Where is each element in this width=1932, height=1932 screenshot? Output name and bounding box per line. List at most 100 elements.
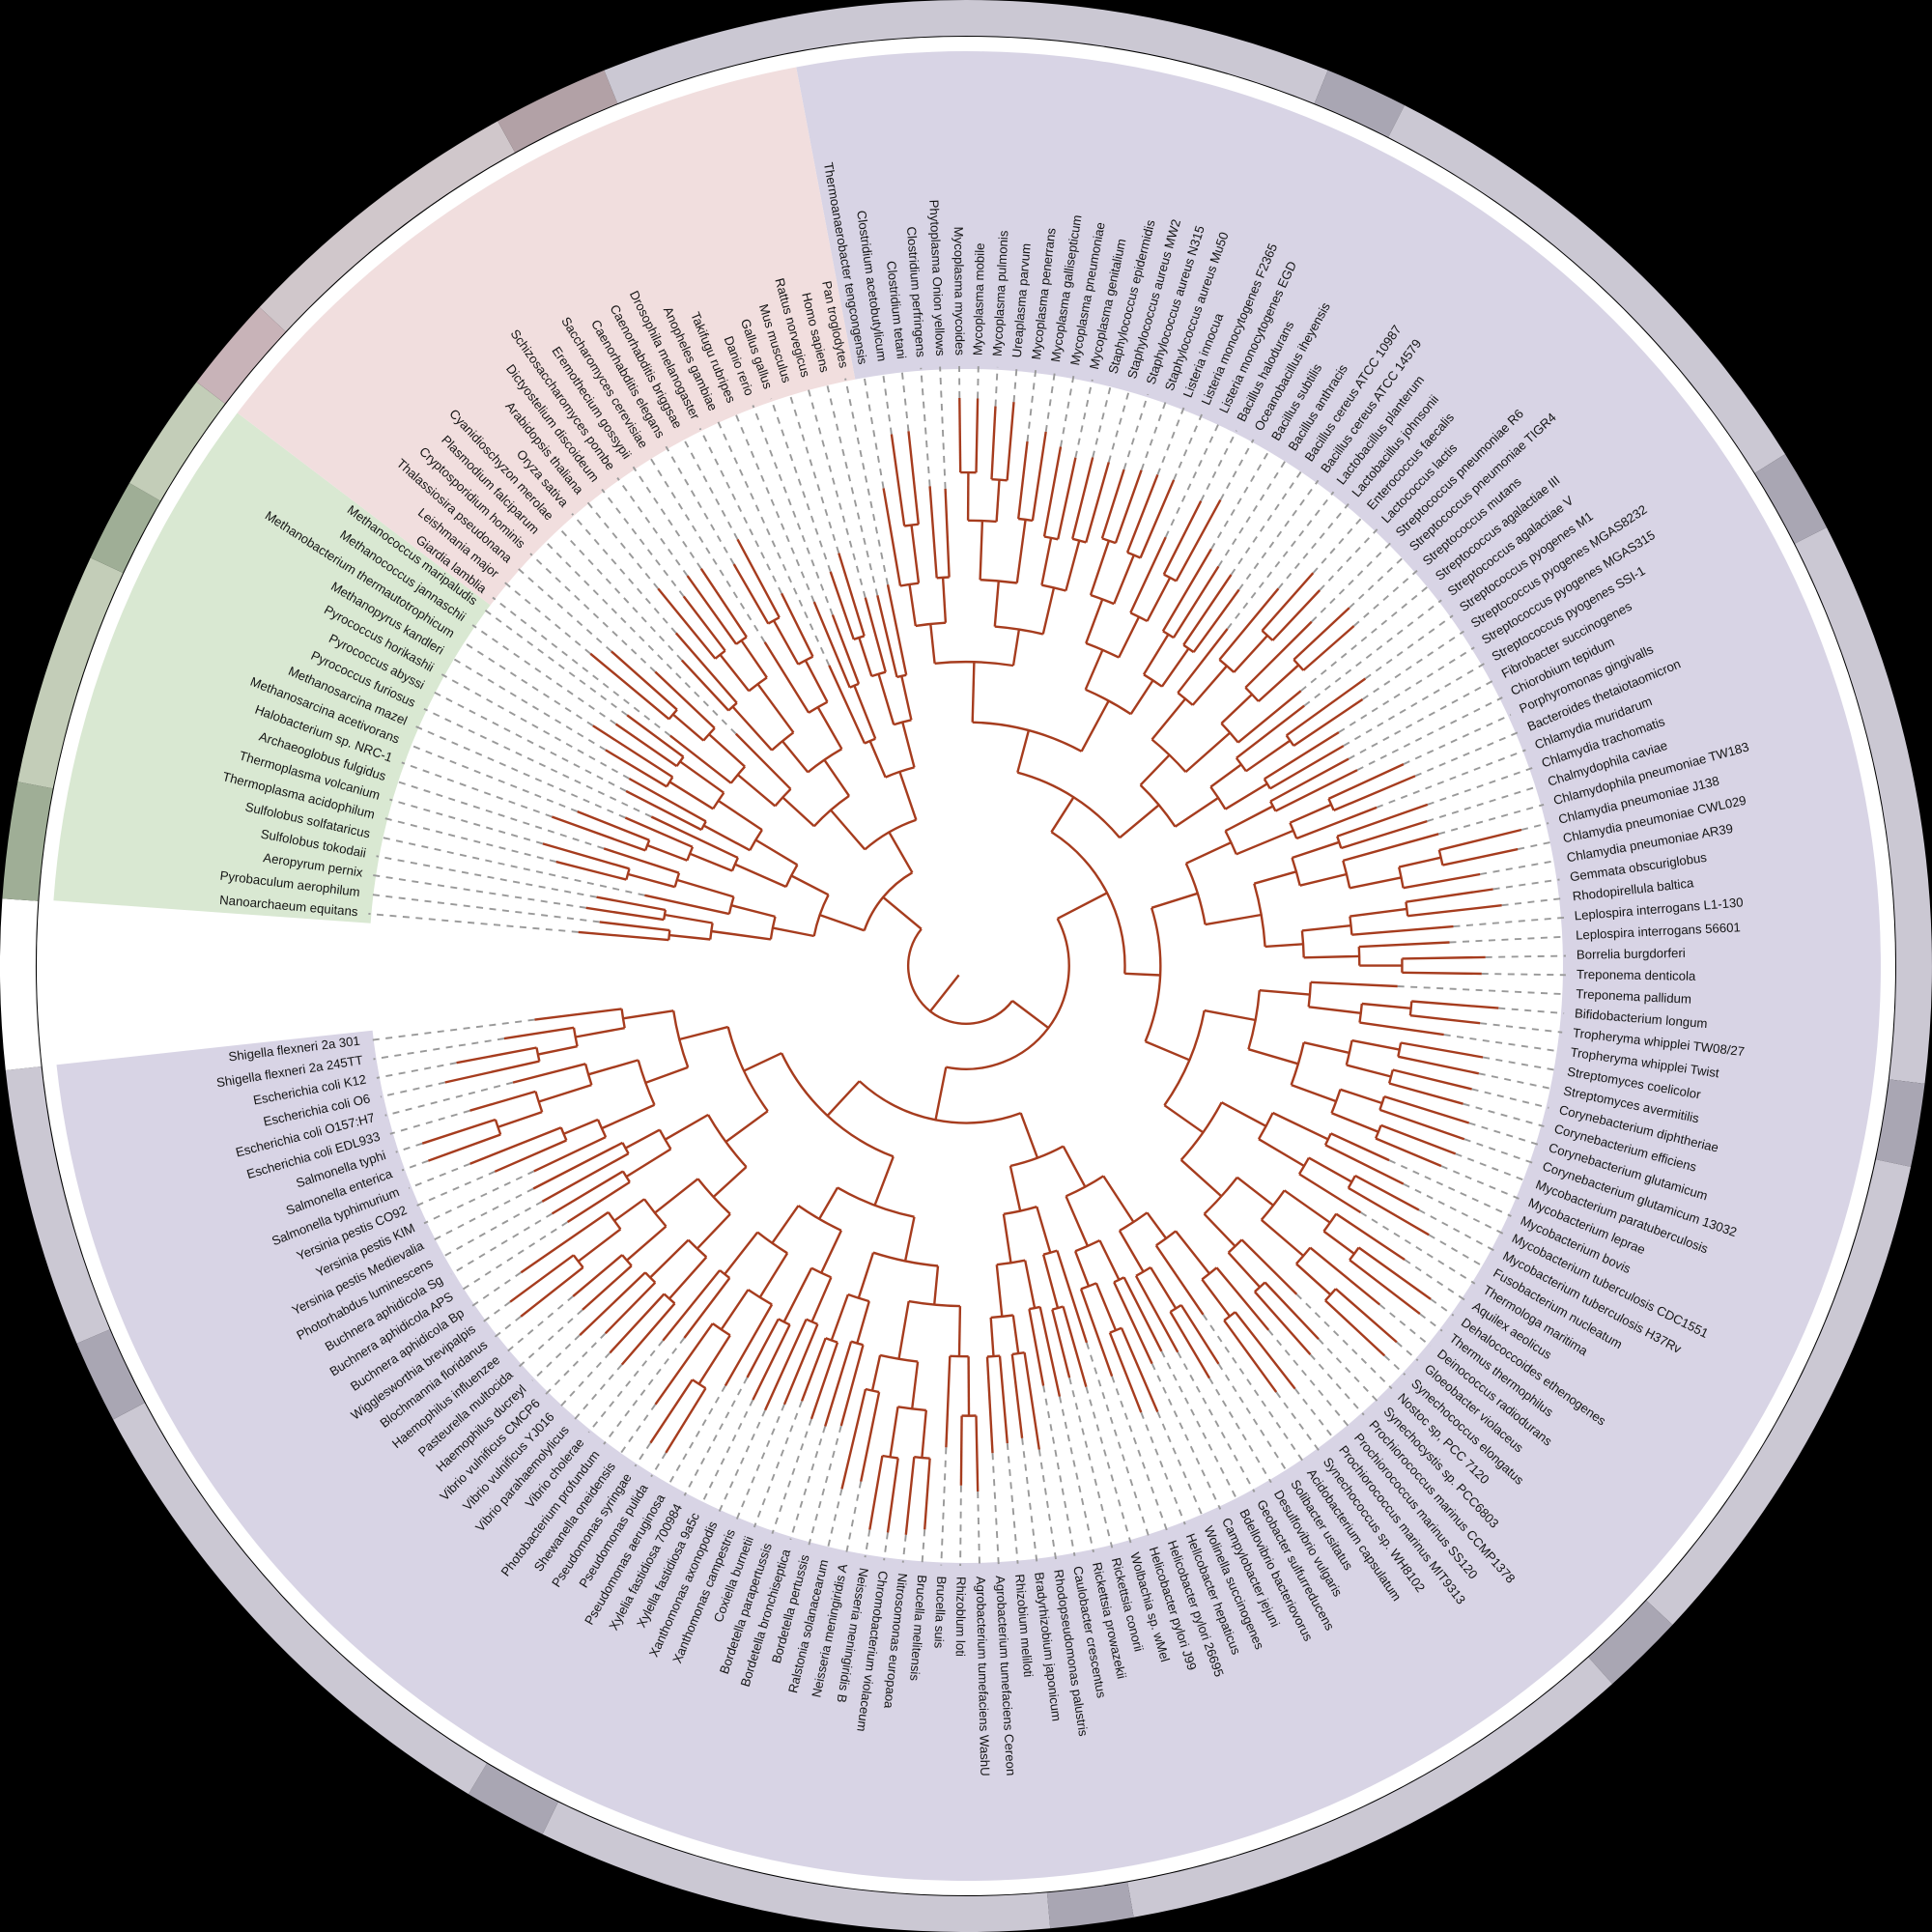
- branch: [1118, 1230, 1145, 1273]
- leaf-connector: [1164, 421, 1221, 538]
- branch: [1375, 1137, 1442, 1168]
- branch: [699, 568, 748, 639]
- branch: [941, 577, 948, 623]
- branch: [1079, 1288, 1114, 1378]
- branch: [730, 904, 776, 919]
- branch: [772, 619, 800, 666]
- leaf-connector: [1518, 840, 1553, 851]
- leaf-connector: [1383, 1354, 1406, 1376]
- leaf-connector: [1397, 985, 1566, 996]
- branch: [818, 1186, 839, 1220]
- branch: [830, 1293, 850, 1341]
- branch: [644, 894, 730, 916]
- branch: [754, 838, 799, 867]
- leaf-connector: [920, 367, 931, 487]
- branch: [1361, 1002, 1411, 1009]
- branch: [1409, 1014, 1481, 1025]
- leaf-connectors: [368, 365, 1566, 1567]
- leaf-connector: [807, 386, 867, 598]
- leaf-connector: [1042, 1385, 1076, 1556]
- leaf-connector: [1481, 973, 1566, 977]
- branch: [914, 1456, 930, 1460]
- ring-segment: [1876, 1079, 1925, 1167]
- leaf-connector: [376, 1062, 457, 1079]
- branch: [1342, 860, 1351, 889]
- leaf-connector: [634, 1442, 652, 1467]
- branch: [897, 1300, 910, 1359]
- branch: [1335, 1288, 1398, 1344]
- branch: [1125, 473, 1159, 554]
- branch: [1248, 1048, 1299, 1065]
- ring-segment: [76, 1329, 145, 1420]
- branch: [663, 909, 668, 921]
- branch: [886, 1458, 899, 1533]
- branch: [1108, 1332, 1143, 1413]
- branch: [1205, 913, 1262, 926]
- branch: [826, 1080, 861, 1117]
- domain-sector-bacteria: [56, 51, 1881, 1882]
- branch: [831, 614, 861, 685]
- branch: [541, 1152, 630, 1203]
- branch: [494, 1139, 567, 1173]
- branch: [707, 1114, 748, 1168]
- branch: [1122, 1276, 1163, 1352]
- branch: [1310, 980, 1398, 988]
- branch: [625, 1148, 672, 1179]
- branch: [1085, 598, 1104, 644]
- branch: [804, 660, 829, 703]
- branch: [778, 1318, 791, 1326]
- branch: [622, 1009, 674, 1020]
- branch: [1407, 904, 1502, 918]
- leaf-connector: [1044, 372, 1056, 433]
- branch: [734, 732, 792, 790]
- branch: [1342, 833, 1439, 863]
- leaf-connector: [1485, 954, 1566, 958]
- branch: [717, 799, 763, 832]
- branch: [1349, 916, 1353, 935]
- leaf-connector: [1414, 731, 1520, 778]
- branch: [1160, 647, 1190, 688]
- species-label: Mycoplasma mobile: [970, 242, 986, 355]
- branch: [828, 665, 867, 744]
- leaf-connector: [788, 392, 840, 554]
- branch: [1085, 462, 1110, 543]
- branch: [1351, 924, 1454, 936]
- leaf-connector: [1338, 646, 1475, 733]
- branch: [1017, 440, 1029, 520]
- branch: [903, 1216, 916, 1262]
- branch: [1174, 796, 1219, 828]
- leaf-connector: [1437, 803, 1545, 836]
- branch: [998, 1355, 1009, 1444]
- branch: [1283, 1189, 1331, 1224]
- leaf-connector: [900, 369, 910, 432]
- branch: [654, 1322, 714, 1406]
- branch: [1379, 1108, 1465, 1141]
- branch: [1209, 763, 1242, 788]
- branch: [1301, 923, 1351, 932]
- ring-segment: [5, 1066, 110, 1344]
- leaf-connector: [734, 412, 815, 603]
- leaf-connector: [1480, 1022, 1563, 1034]
- branch: [946, 918, 1070, 1070]
- branch: [858, 637, 873, 677]
- branch: [1071, 457, 1094, 540]
- leaf-connector: [698, 427, 782, 594]
- leaf-connector: [545, 1332, 607, 1395]
- leaf-connector: [1360, 1211, 1476, 1285]
- branch: [1264, 1281, 1320, 1341]
- branch: [882, 895, 923, 930]
- branch: [767, 616, 781, 625]
- branch: [829, 571, 855, 640]
- branch: [1398, 1055, 1480, 1075]
- branch: [758, 1252, 789, 1298]
- branch: [921, 1409, 927, 1459]
- branch: [1175, 499, 1222, 582]
- branch: [1398, 856, 1441, 868]
- branch: [566, 1180, 631, 1224]
- branch: [1380, 1123, 1457, 1155]
- branch: [1349, 876, 1402, 890]
- ring-segment: [196, 307, 286, 404]
- branch: [646, 843, 688, 862]
- species-label: Mycoplasma mycoides: [952, 227, 968, 356]
- branch: [1402, 971, 1482, 976]
